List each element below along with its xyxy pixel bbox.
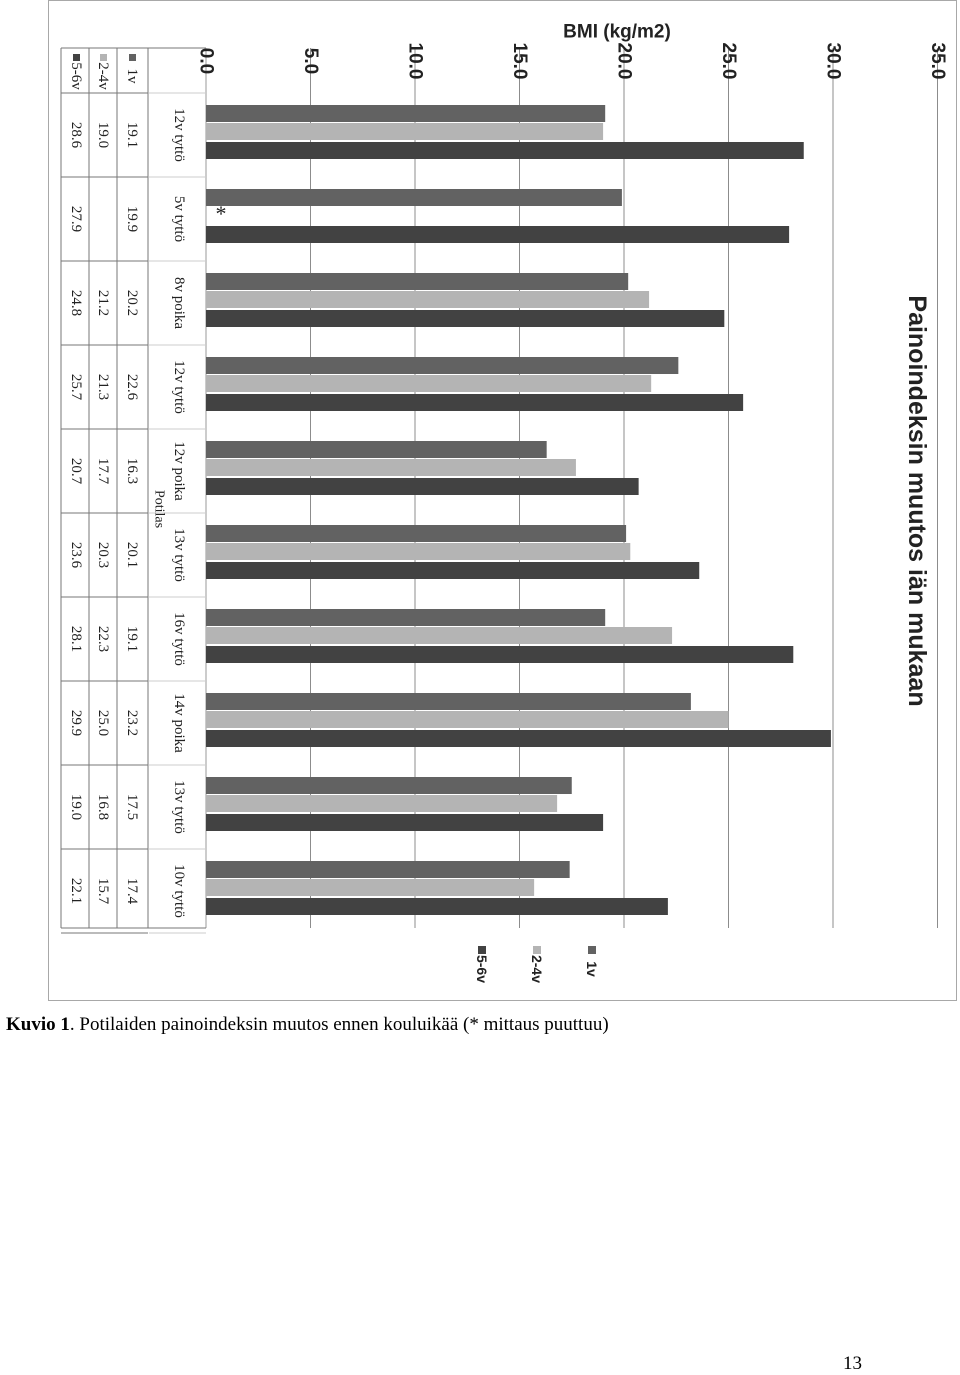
bar-1v-5 — [206, 441, 547, 458]
category-label: 13v tyttö — [171, 528, 187, 582]
bar-2-4v-8 — [206, 711, 729, 728]
page-number: 13 — [843, 1353, 862, 1374]
y-tick-label: 5.0 — [300, 48, 321, 74]
table-value: 17.4 — [124, 878, 140, 905]
category-label: 16v tyttö — [171, 612, 187, 666]
bar-2-4v-9 — [206, 795, 558, 812]
y-axis-title: BMI (kg/m2) — [563, 22, 671, 43]
figure-caption: Kuvio 1. Potilaiden painoindeksin muutos… — [6, 1014, 609, 1036]
category-label: 10v tyttö — [171, 864, 187, 918]
legend-swatch-1v — [588, 946, 596, 954]
bar-2-4v-6 — [206, 543, 631, 560]
bar-1v-8 — [206, 693, 691, 710]
y-tick-label: 20.0 — [614, 43, 635, 80]
table-value: 16.8 — [95, 794, 111, 820]
table-value: 27.9 — [68, 206, 84, 232]
legend-swatch-2-4v — [533, 946, 541, 954]
table-value: 19.1 — [124, 122, 140, 148]
bar-5-6v-8 — [206, 730, 831, 747]
bmi-bar-chart: 0.0 5.0 10.0 15.0 20.0 25.0 30.0 35.0 BMI (kg/m2… — [60, 22, 948, 983]
table-value: 28.6 — [68, 122, 84, 149]
table-value: 20.7 — [68, 458, 84, 485]
y-tick-label: 25.0 — [718, 43, 739, 80]
bar-1v-4 — [206, 357, 679, 374]
legend-label-2-4v: 2-4v — [529, 955, 545, 983]
legend-label-1v: 1v — [584, 961, 600, 977]
category-label: 8v poika — [171, 277, 187, 329]
table-value: 21.3 — [95, 374, 111, 400]
chart-frame: 0.0 5.0 10.0 15.0 20.0 25.0 30.0 35.0 BMI (kg/m2… — [48, 0, 957, 1001]
bar-5-6v-2 — [206, 226, 790, 243]
y-tick-label: 35.0 — [927, 43, 948, 80]
bar-5-6v-3 — [206, 310, 725, 327]
table-value: 25.7 — [68, 374, 84, 401]
bar-2-4v-7 — [206, 627, 673, 644]
legend-label-5-6v: 5-6v — [474, 955, 490, 983]
y-tick-label: 0.0 — [196, 48, 217, 74]
bar-5-6v-6 — [206, 562, 700, 579]
caption-label: Kuvio 1 — [6, 1014, 70, 1035]
chart-title: Painoindeksin muutos iän mukaan — [903, 295, 931, 706]
table-series-label: 1v — [124, 69, 140, 85]
bar-1v-7 — [206, 609, 606, 626]
category-label: 13v tyttö — [171, 780, 187, 834]
bar-1v-2 — [206, 189, 622, 206]
bar-5-6v-5 — [206, 478, 639, 495]
category-label: 5v tyttö — [171, 196, 187, 242]
table-value: 19.0 — [95, 122, 111, 148]
category-label: 14v poika — [171, 693, 187, 753]
bar-1v-9 — [206, 777, 572, 794]
table-value: 19.1 — [124, 626, 140, 652]
bar-5-6v-1 — [206, 142, 804, 159]
bar-2-4v-3 — [206, 291, 650, 308]
table-value: 22.3 — [95, 626, 111, 652]
bar-2-4v-5 — [206, 459, 576, 476]
table-value: 17.7 — [95, 458, 111, 485]
bar-5-6v-7 — [206, 646, 794, 663]
table-value: 20.1 — [124, 542, 140, 568]
table-series-label: 2-4v — [95, 62, 111, 90]
bar-2-4v-1 — [206, 123, 604, 140]
table-value: 19.9 — [124, 206, 140, 232]
table-value: 23.6 — [68, 542, 84, 569]
y-tick-label: 30.0 — [823, 43, 844, 80]
table-value: 22.6 — [124, 374, 140, 401]
category-label: 12v poika — [171, 441, 187, 501]
bar-5-6v-9 — [206, 814, 604, 831]
bar-5-6v-10 — [206, 898, 668, 915]
table-value: 20.3 — [95, 542, 111, 568]
table-value: 19.0 — [68, 794, 84, 820]
table-value: 20.2 — [124, 290, 140, 316]
table-legend-swatch — [100, 54, 107, 61]
legend-swatch-5-6v — [478, 946, 486, 954]
table-value: 28.1 — [68, 626, 84, 652]
table-value: 21.2 — [95, 290, 111, 316]
table-value: 23.2 — [124, 710, 140, 736]
table-value: 17.5 — [124, 794, 140, 820]
bar-5-6v-4 — [206, 394, 744, 411]
caption-text: . Potilaiden painoindeksin muutos ennen … — [69, 1014, 609, 1035]
table-value: 25.0 — [95, 710, 111, 736]
x-axis-title: Potilas — [152, 490, 167, 528]
table-value: 29.9 — [68, 710, 84, 736]
table-legend-swatch — [73, 54, 80, 61]
category-label: 12v tyttö — [171, 108, 187, 162]
table-value: 22.1 — [68, 878, 84, 904]
table-value: 16.3 — [124, 458, 140, 484]
bar-1v-10 — [206, 861, 570, 878]
y-tick-label: 15.0 — [509, 43, 530, 80]
missing-measurement-marker: * — [216, 201, 227, 226]
table-series-label: 5-6v — [68, 62, 84, 90]
table-value: 15.7 — [95, 878, 111, 905]
table-legend-swatch — [129, 54, 136, 61]
bar-1v-1 — [206, 105, 606, 122]
bar-2-4v-4 — [206, 375, 652, 392]
category-label: 12v tyttö — [171, 360, 187, 414]
bar-1v-6 — [206, 525, 627, 542]
bar-2-4v-10 — [206, 879, 535, 896]
y-tick-label: 10.0 — [405, 43, 426, 80]
bar-1v-3 — [206, 273, 629, 290]
table-value: 24.8 — [68, 290, 84, 316]
